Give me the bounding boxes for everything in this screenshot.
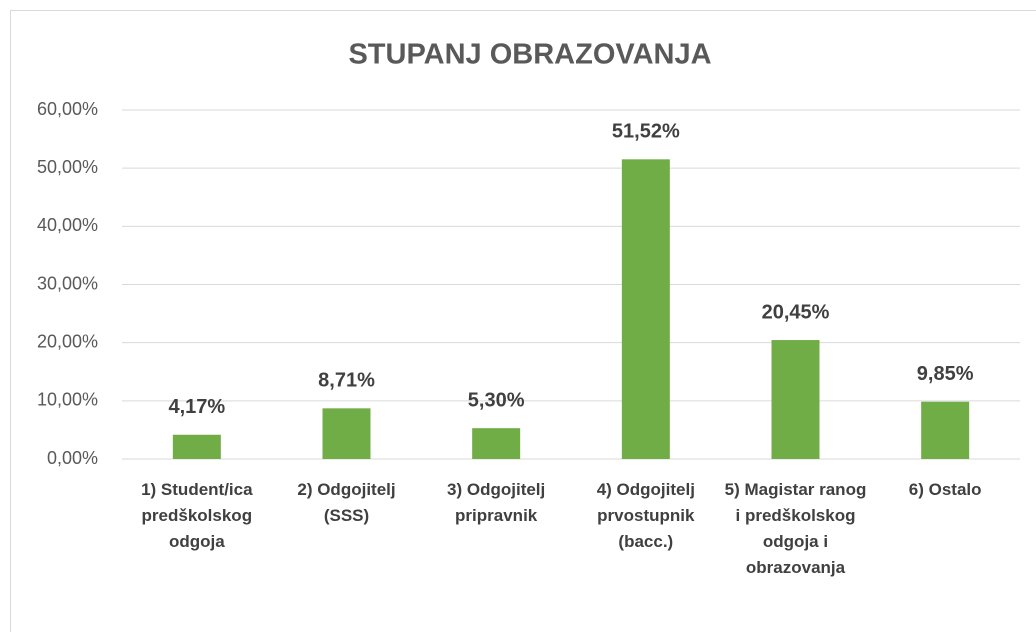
bar (322, 408, 371, 459)
x-tick-label: 5) Magistar ranog i predškolskog odgoja … (724, 480, 867, 577)
data-label: 8,71% (318, 370, 375, 392)
y-tick-label: 30,00% (37, 273, 98, 293)
y-tick-label: 10,00% (37, 390, 98, 410)
data-label: 9,85% (917, 363, 974, 385)
bar (621, 159, 670, 460)
bar (921, 401, 970, 459)
y-tick-label: 40,00% (37, 215, 98, 235)
x-tick-label: 6) Ostalo (908, 480, 982, 499)
x-tick-label: 4) Odgojitelj prvostupnik (bacc.) (596, 480, 695, 551)
data-label: 4,17% (168, 396, 225, 418)
y-tick-label: 60,00% (37, 99, 98, 119)
y-tick-label: 0,00% (47, 448, 98, 468)
data-label: 20,45% (762, 301, 830, 323)
bar (472, 428, 521, 459)
bar (771, 340, 820, 459)
bar (172, 434, 221, 459)
x-tick-label: 2) Odgojitelj (SSS) (297, 480, 396, 525)
data-label: 51,52% (612, 121, 680, 143)
x-tick-label: 3) Odgojitelj pripravnik (447, 480, 546, 525)
data-label: 5,30% (468, 389, 525, 411)
chart-title: STUPANJ OBRAZOVANJA (348, 39, 711, 71)
chart-border (10, 10, 1036, 632)
y-tick-label: 20,00% (37, 331, 98, 351)
x-tick-label: 1) Student/ica predškolskog odgoja (141, 480, 253, 551)
y-tick-label: 50,00% (37, 157, 98, 177)
